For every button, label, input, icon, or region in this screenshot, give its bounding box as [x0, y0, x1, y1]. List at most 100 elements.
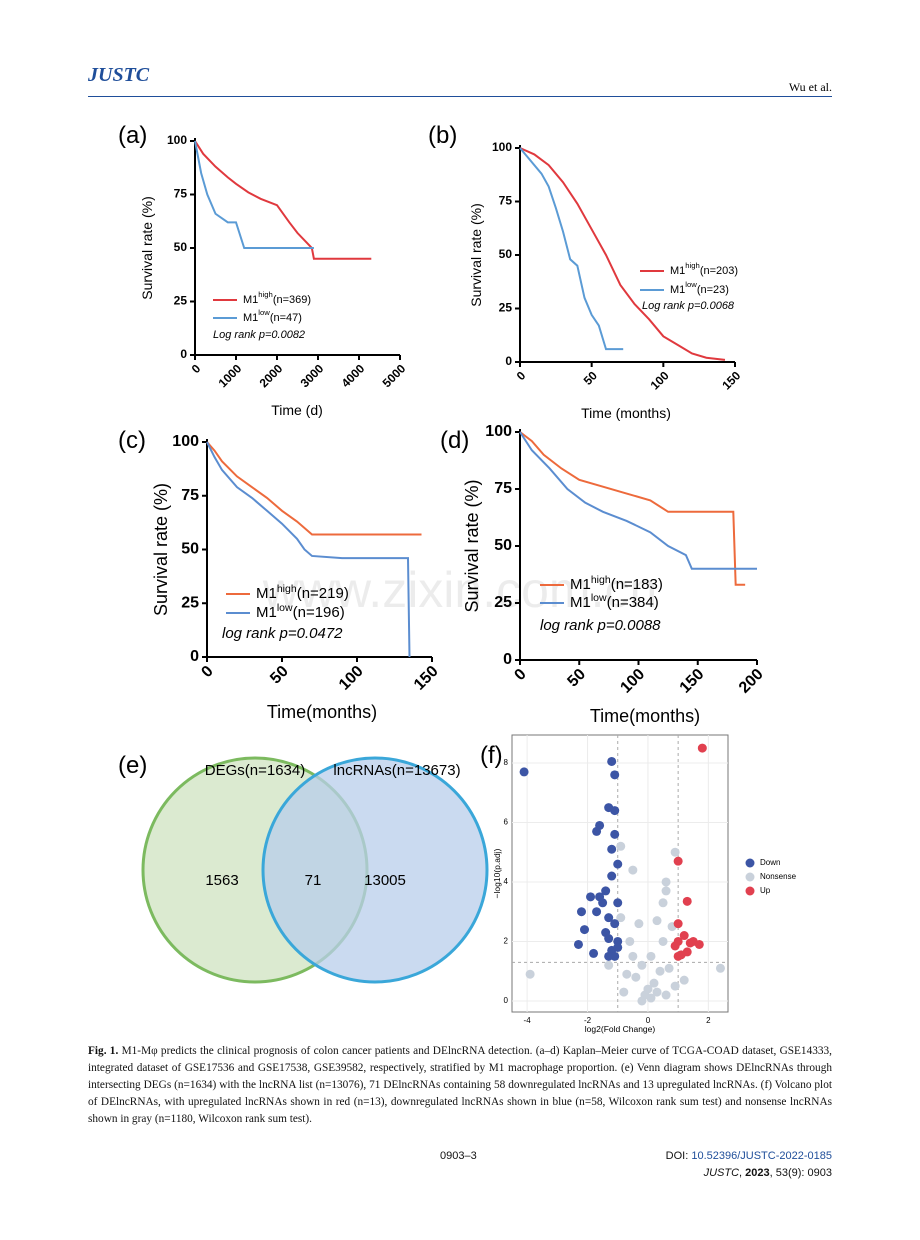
x-tick-label: 0 — [646, 1016, 651, 1025]
legend-entry: M1high(n=219) — [256, 583, 349, 602]
point — [646, 993, 656, 1003]
point — [610, 829, 620, 839]
legend-superscript: high — [685, 261, 700, 270]
point — [619, 987, 629, 997]
venn-set — [261, 756, 489, 984]
legend-superscript: low — [258, 308, 270, 317]
legend-name: M1 — [256, 585, 277, 602]
legend-name: M1 — [570, 576, 591, 593]
point — [673, 856, 683, 866]
y-tick-label: 2 — [504, 937, 509, 946]
legend-name: M1 — [243, 294, 258, 306]
y-axis-label: Survival rate (%) — [462, 479, 482, 612]
point — [670, 981, 680, 991]
y-axis-label: Survival rate (%) — [139, 196, 155, 299]
y-tick-label: 25 — [181, 594, 199, 611]
survival-curve — [194, 140, 372, 260]
y-tick-label: 75 — [174, 187, 188, 201]
point — [573, 939, 583, 949]
x-tick-label: 50 — [267, 663, 292, 688]
point — [589, 948, 599, 958]
x-tick-label: 4000 — [339, 361, 368, 390]
doi: DOI: 10.52396/JUSTC-2022-0185 — [666, 1150, 832, 1162]
x-tick-label: 50 — [581, 368, 601, 388]
point — [631, 972, 641, 982]
panel-label: (f) — [480, 742, 503, 769]
legend-swatch — [745, 858, 755, 868]
y-tick-label: 75 — [499, 194, 513, 208]
y-tick-label: 100 — [172, 433, 199, 450]
citation-rest: , 53(9): 0903 — [769, 1167, 832, 1179]
venn-region-count: 1563 — [205, 872, 238, 889]
x-tick-label: 0 — [514, 368, 529, 383]
x-tick-label: -2 — [584, 1016, 592, 1025]
point — [682, 896, 692, 906]
venn-region-count: 13005 — [364, 872, 406, 889]
legend-superscript: high — [277, 583, 297, 595]
caption-label: Fig. 1. — [88, 1045, 119, 1057]
point — [661, 886, 671, 896]
point — [592, 826, 602, 836]
legend-count: (n=196) — [293, 604, 345, 621]
x-tick-label: 100 — [617, 666, 648, 697]
y-tick-label: 25 — [494, 594, 512, 611]
point — [664, 963, 674, 973]
survival-curve — [519, 431, 757, 570]
x-axis-label: Time (d) — [271, 402, 323, 418]
point — [595, 892, 605, 902]
point — [679, 931, 689, 941]
citation-year: 2023 — [745, 1167, 770, 1179]
legend-entry: Up — [760, 886, 771, 895]
point — [658, 898, 668, 908]
legend-superscript: low — [591, 592, 607, 604]
survival-curve — [206, 441, 422, 536]
legend-entry: M1low(n=384) — [570, 592, 659, 611]
y-tick-label: 4 — [504, 877, 509, 886]
citation: JUSTC, 2023, 53(9): 0903 — [704, 1167, 832, 1179]
panel-label: (b) — [428, 122, 457, 149]
y-tick-label: 0 — [180, 347, 187, 361]
x-axis-label: Time (months) — [581, 405, 671, 421]
point — [604, 960, 614, 970]
point — [576, 907, 586, 917]
venn-set-label: DEGs(n=1634) — [205, 762, 305, 779]
x-tick-label: 150 — [719, 368, 743, 392]
point — [586, 892, 596, 902]
point — [601, 886, 611, 896]
x-tick-label: 3000 — [298, 361, 327, 390]
point — [652, 916, 662, 926]
point — [610, 806, 620, 816]
point — [637, 996, 647, 1006]
panel: 0 2 4 6 8 -4 -2 0 2 Down Nonsense Up log2(Fold Chang… — [480, 734, 797, 1034]
point — [679, 975, 689, 985]
legend-name: M1 — [256, 604, 277, 621]
legend-superscript: high — [591, 574, 611, 586]
point — [616, 841, 626, 851]
citation-journal: JUSTC — [703, 1167, 740, 1179]
doi-label: DOI: — [665, 1150, 689, 1162]
header-rule — [88, 96, 832, 97]
legend-count: (n=23) — [697, 284, 729, 296]
y-tick-label: 100 — [492, 140, 512, 154]
y-tick-label: 8 — [504, 758, 509, 767]
doi-link[interactable]: 10.52396/JUSTC-2022-0185 — [691, 1150, 832, 1162]
legend-count: (n=203) — [700, 265, 738, 277]
running-author: Wu et al. — [788, 80, 832, 94]
y-tick-label: 0 — [190, 648, 199, 665]
point — [610, 919, 620, 929]
survival-curve — [206, 441, 411, 658]
point — [670, 941, 680, 951]
log-rank-annotation: log rank p=0.0088 — [540, 617, 661, 634]
point — [655, 966, 665, 976]
y-tick-label: 50 — [181, 541, 199, 558]
watermark: www.zixin.com.cn — [262, 562, 658, 618]
point — [646, 951, 656, 961]
point — [628, 865, 638, 875]
legend-entry: M1high(n=183) — [570, 574, 663, 593]
log-rank-annotation: Log rank p=0.0082 — [213, 329, 305, 341]
x-tick-label: 0 — [511, 666, 529, 684]
point — [637, 960, 647, 970]
point — [673, 919, 683, 929]
y-axis-label: −log10(p.adj) — [492, 848, 502, 898]
